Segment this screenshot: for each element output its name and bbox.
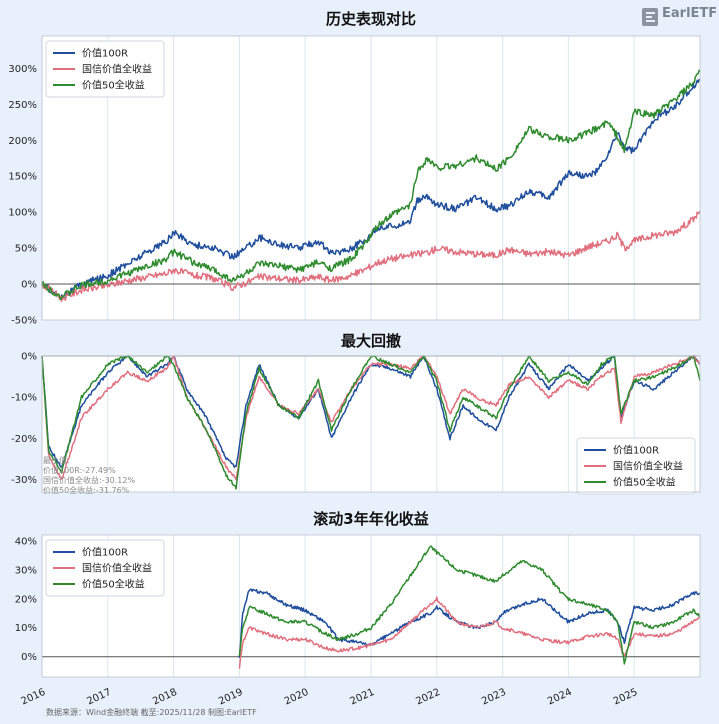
y-tick-label: 0%: [21, 352, 37, 363]
y-tick-label: 100%: [8, 208, 37, 219]
legend-label: 价值50全收益: [613, 476, 676, 489]
min-annotation: 最小值:: [43, 455, 70, 465]
legend-label: 价值50全收益: [82, 79, 145, 92]
chart-title: 最大回撤: [341, 332, 401, 350]
legend-box: [45, 40, 165, 98]
y-tick-label: 30%: [15, 565, 37, 576]
logo-wordmark: EarlETF: [662, 6, 718, 21]
chart-title: 滚动3年年化收益: [313, 510, 428, 528]
y-tick-label: -20%: [11, 434, 37, 445]
y-tick-label: 40%: [15, 536, 37, 547]
plot-border: [41, 35, 701, 321]
legend-label: 价值100R: [82, 47, 128, 60]
y-tick-label: 0%: [21, 280, 37, 291]
x-tick-label: 2023: [480, 687, 508, 708]
data-source-footer: 数据来源：Wind金融终端 截至:2025/11/28 制图:EarlETF: [46, 707, 257, 717]
y-tick-label: -50%: [11, 316, 37, 327]
legend-box: [45, 539, 165, 597]
y-tick-label: 10%: [15, 623, 37, 634]
y-tick-label: 150%: [8, 172, 37, 183]
y-tick-label: 250%: [8, 100, 37, 111]
plot-border: [41, 534, 701, 678]
legend-label: 价值100R: [613, 444, 659, 457]
y-tick-label: 0%: [21, 652, 37, 663]
plot-border: [41, 355, 701, 493]
min-annotation: 价值50全收益:-31.76%: [43, 485, 130, 495]
x-tick-label: 2025: [612, 687, 640, 708]
legend-label: 国信价值全收益: [82, 63, 152, 76]
min-annotation: 价值100R:-27.49%: [43, 465, 116, 475]
series-line-1: [41, 355, 701, 481]
logo-icon: [641, 7, 659, 27]
y-tick-label: 200%: [8, 136, 37, 147]
series-line-1: [238, 596, 701, 669]
x-tick-label: 2016: [20, 687, 48, 708]
min-annotation: 国信价值全收益:-30.12%: [43, 475, 135, 485]
y-tick-label: 50%: [15, 244, 37, 255]
legend-label: 价值50全收益: [82, 578, 145, 591]
y-tick-label: -30%: [11, 475, 37, 486]
x-tick-label: 2020: [283, 687, 311, 708]
chart-title: 历史表现对比: [326, 10, 416, 28]
series-line-1: [41, 210, 701, 303]
series-line-2: [41, 69, 701, 301]
x-tick-label: 2021: [349, 687, 377, 708]
legend-label: 价值100R: [82, 546, 128, 559]
legend-label: 国信价值全收益: [82, 562, 152, 575]
x-tick-label: 2022: [414, 687, 442, 708]
series-line-2: [41, 355, 701, 490]
x-tick-label: 2018: [151, 687, 179, 708]
y-tick-label: -10%: [11, 393, 37, 404]
series-line-2: [238, 545, 700, 665]
legend-label: 国信价值全收益: [613, 460, 683, 473]
legend-box: [576, 437, 696, 495]
x-tick-label: 2019: [217, 687, 245, 708]
y-tick-label: 300%: [8, 64, 37, 75]
x-tick-label: 2017: [85, 687, 113, 708]
x-tick-label: 2024: [546, 687, 574, 708]
y-tick-label: 20%: [15, 594, 37, 605]
panel-cumulative: 300% 250% 200% 150% 100% 50% 0% -50% 历史表现对比价值100…: [8, 10, 701, 327]
